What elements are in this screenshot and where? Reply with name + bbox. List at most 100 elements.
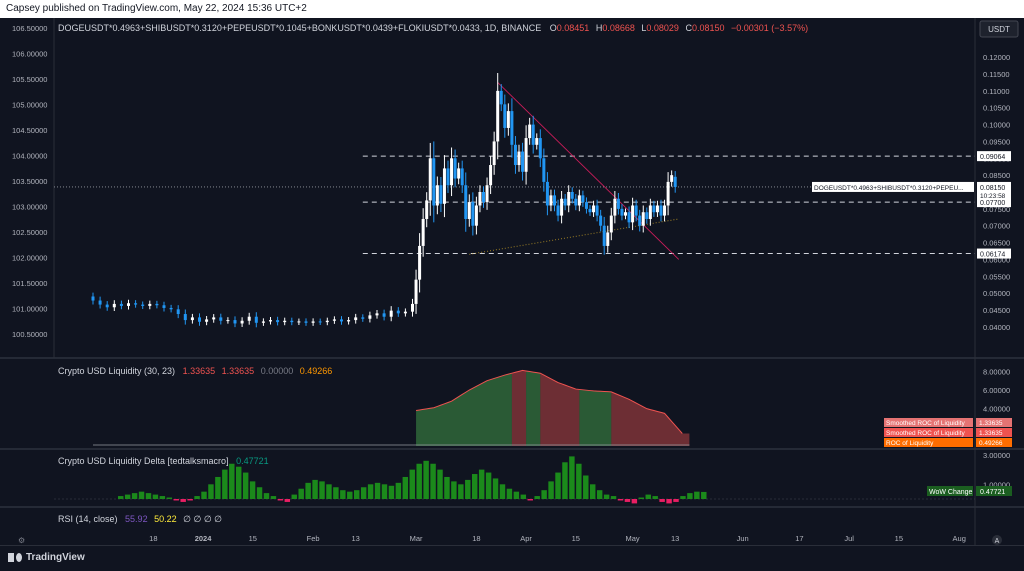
delta-bar [166, 497, 173, 499]
time-axis-tick: 17 [795, 534, 803, 543]
delta-bar [291, 494, 297, 499]
close-value: 0.08150 [692, 23, 725, 33]
right-axis-tick: 0.07000 [983, 222, 1010, 231]
delta-bar [145, 493, 152, 499]
candle-body [304, 321, 308, 323]
candle-body [382, 313, 386, 317]
left-axis-tick: 101.50000 [12, 279, 47, 288]
level-price-tag [977, 151, 1011, 162]
candle-body [513, 144, 517, 166]
time-axis-tick: 15 [572, 534, 580, 543]
time-axis-tick: Jun [737, 534, 749, 543]
candle-body [560, 198, 564, 216]
delta-bar [687, 493, 693, 499]
candle-body [414, 279, 418, 304]
candle-body [183, 314, 187, 321]
left-axis-tick: 103.00000 [12, 203, 47, 212]
right-axis-tick: 0.09500 [983, 137, 1010, 146]
right-axis-tick: 0.05000 [983, 289, 1010, 298]
delta-bar [701, 491, 707, 499]
candle-body [648, 205, 652, 219]
rsi-v1: 55.92 [125, 514, 148, 524]
currency-label: USDT [988, 25, 1010, 34]
delta-bar [478, 469, 485, 499]
candle-body [602, 225, 606, 246]
liquidity-legend-value-tag [976, 438, 1012, 447]
left-axis-tick: 106.00000 [12, 50, 47, 59]
candle-body [127, 303, 130, 306]
candle-body [549, 195, 553, 206]
delta-bar [624, 499, 631, 502]
right-axis-tick: 0.05500 [983, 272, 1010, 281]
level-price-tag [977, 248, 1011, 259]
candle-body [496, 90, 500, 142]
delta-bar [187, 499, 193, 501]
candle-body [620, 208, 624, 216]
candle-body [261, 321, 265, 323]
wow-change-label: WoW Change [929, 489, 973, 496]
time-axis-tick: 18 [472, 534, 480, 543]
close-label: C [685, 23, 692, 33]
candle-body [631, 205, 635, 223]
delta-bar [534, 496, 540, 499]
delta-bar [138, 491, 145, 499]
candle-body [638, 215, 642, 226]
candle-body [332, 319, 336, 321]
delta-axis-tick: 3.00000 [983, 451, 1010, 460]
auto-scale-button[interactable] [992, 535, 1002, 545]
settings-icon[interactable]: ⚙ [18, 536, 25, 545]
delta-bar [222, 469, 228, 499]
right-axis-tick: 0.04000 [983, 323, 1010, 332]
delta-bar [173, 499, 179, 501]
liquidity-legend-value: 1.33635 [979, 420, 1003, 427]
left-axis-tick: 102.50000 [12, 228, 47, 237]
candle-body [517, 151, 521, 166]
chart-svg[interactable]: 0.12000 0.11500 0.11000 0.10500 0.10000 0.095… [0, 18, 1024, 545]
delta-bar [485, 472, 492, 499]
candle-body [169, 307, 173, 310]
liquidity-legend-label: Smoothed ROC of Liquidity [886, 430, 966, 437]
left-axis-tick: 105.50000 [12, 75, 47, 84]
level-price-text: 0.09064 [980, 154, 1005, 161]
liquidity-axis-tick: 6.00000 [983, 386, 1010, 395]
candle-body [627, 212, 631, 223]
candle-body [588, 208, 592, 213]
left-axis-tick: 105.00000 [12, 101, 47, 110]
delta-pane: 3.00000 1.00000 [54, 451, 1010, 504]
delta-bar [215, 476, 221, 499]
candle-body [478, 192, 482, 206]
candle-body [219, 317, 223, 321]
time-axis-tick: 15 [895, 534, 903, 543]
tradingview-logo[interactable]: TradingView [8, 552, 85, 563]
delta-bar [263, 493, 270, 499]
liquidity-axis-tick: 4.00000 [983, 405, 1010, 414]
left-axis-tick: 103.50000 [12, 177, 47, 186]
candle-body [592, 205, 596, 213]
delta-bar [472, 474, 478, 499]
candle-body [269, 320, 272, 322]
candle-body [584, 202, 588, 209]
delta-bar [569, 456, 575, 499]
time-axis-tick: Aug [953, 534, 966, 543]
delta-bar [527, 499, 533, 501]
left-axis-tick: 104.50000 [12, 126, 47, 135]
candle-body [666, 181, 670, 206]
delta-bar [208, 484, 214, 499]
liquidity-legend-value: 1.33635 [979, 430, 1003, 437]
candle-body [535, 138, 539, 145]
currency-button[interactable] [979, 20, 1019, 38]
chart-area[interactable]: 0.12000 0.11500 0.11000 0.10500 0.10000 0.095… [0, 18, 1024, 545]
delta-bar [374, 482, 381, 499]
candle-body [254, 316, 258, 323]
liquidity-v3: 0.00000 [261, 366, 294, 376]
delta-bar [610, 496, 617, 499]
delta-bar [631, 499, 638, 504]
right-axis-tick: 0.04500 [983, 306, 1010, 315]
delta-bar [492, 478, 499, 499]
delta-legend: Crypto USD Liquidity Delta [tedtalksmacr… [58, 456, 269, 466]
publish-info: Capsey published on TradingView.com, May… [0, 0, 1024, 18]
delta-bar [201, 491, 207, 499]
candle-body [659, 205, 663, 216]
delta-bar [298, 488, 304, 499]
candle-body [641, 212, 645, 226]
